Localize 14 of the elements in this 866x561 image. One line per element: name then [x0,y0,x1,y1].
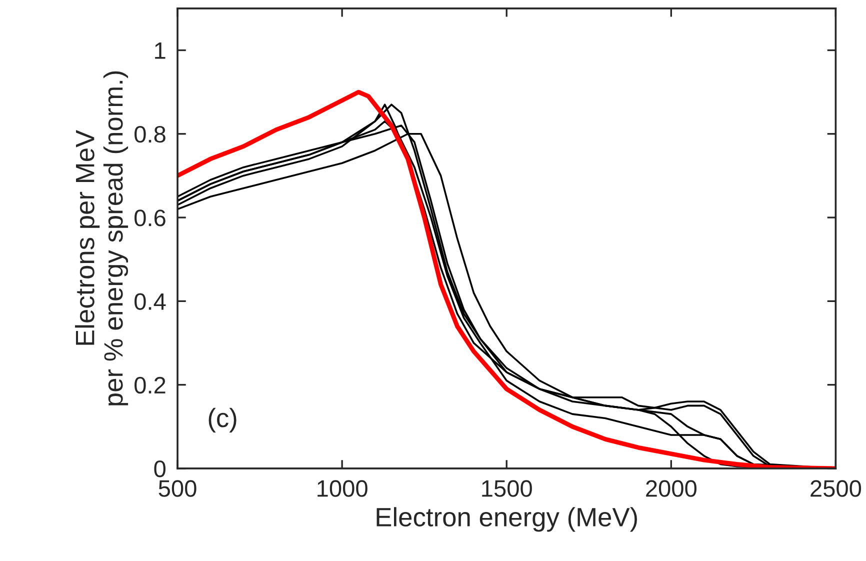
y-tick-label: 0.4 [134,293,166,310]
x-tick-label: 2000 [646,480,696,497]
x-tick-label: 2500 [810,480,862,497]
x-axis-title: Electron energy (MeV) [376,507,637,532]
x-tick-label: 500 [158,480,196,497]
y-tick-label: 0.6 [134,210,166,226]
x-tick-label: 1500 [482,480,532,497]
x-tick-label: 1000 [318,480,368,497]
y-axis-title: Electrons per MeV per % energy spread (norm.) [75,71,128,406]
y-tick-label: 0 [154,460,166,478]
y-tick-label: 0.2 [134,376,166,394]
y-tick-label: 1 [155,42,166,59]
y-tick-label: 0.8 [134,126,166,143]
annotation: (c) [208,408,236,432]
